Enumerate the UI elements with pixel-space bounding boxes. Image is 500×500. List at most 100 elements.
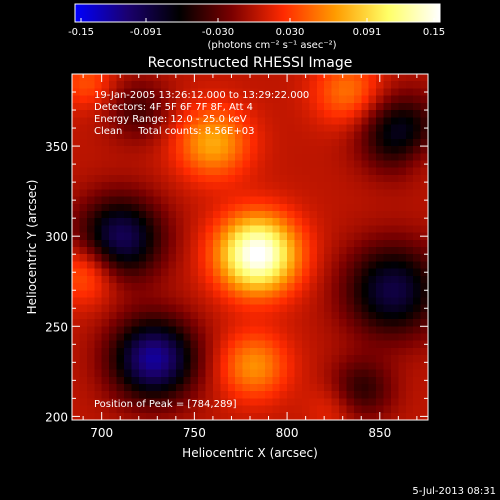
heatmap-cell <box>346 398 355 406</box>
heatmap-cell <box>183 304 192 313</box>
heatmap-cell <box>324 182 332 190</box>
heatmap-cell <box>324 355 332 363</box>
heatmap-cell <box>250 117 258 125</box>
heatmap-cell <box>205 347 214 356</box>
heatmap-cell <box>316 254 325 262</box>
heatmap-cell <box>116 304 125 313</box>
heatmap-cell <box>316 319 325 327</box>
heatmap-cell <box>138 74 147 82</box>
heatmap-cell <box>250 311 258 320</box>
heatmap-cell <box>235 340 243 349</box>
heatmap-cell <box>94 297 103 306</box>
heatmap-cell <box>101 340 110 349</box>
heatmap-cell <box>242 81 251 89</box>
heatmap-cell <box>279 333 288 342</box>
heatmap-cell <box>123 74 132 82</box>
heatmap-cell <box>405 376 414 385</box>
heatmap-cell <box>242 362 251 370</box>
heatmap-cell <box>116 355 125 363</box>
heatmap-cell <box>183 102 192 111</box>
heatmap-cell <box>116 232 125 241</box>
heatmap-cell <box>250 110 258 118</box>
heatmap-cell <box>287 376 295 385</box>
heatmap-cell <box>376 110 384 118</box>
heatmap-cell <box>309 160 318 169</box>
heatmap-cell <box>227 268 236 277</box>
heatmap-cell <box>390 131 399 140</box>
heatmap-cell <box>205 247 214 255</box>
heatmap-cell <box>123 210 132 219</box>
heatmap-cell <box>316 167 325 176</box>
heatmap-cell <box>183 117 192 125</box>
heatmap-cell <box>368 304 377 313</box>
heatmap-cell <box>346 383 355 392</box>
heatmap-cell <box>205 117 214 125</box>
heatmap-cell <box>420 239 428 248</box>
heatmap-cell <box>264 247 273 255</box>
heatmap-cell <box>250 189 258 197</box>
heatmap-cell <box>123 153 132 161</box>
heatmap-cell <box>190 290 199 298</box>
heatmap-cell <box>153 369 162 378</box>
heatmap-cell <box>353 261 362 269</box>
heatmap-cell <box>331 153 340 161</box>
heatmap-cell <box>153 167 162 176</box>
heatmap-cell <box>79 319 88 327</box>
heatmap-cell <box>405 261 414 269</box>
heatmap-cell <box>242 196 251 205</box>
heatmap-cell <box>361 391 370 399</box>
heatmap-cell <box>101 268 110 277</box>
heatmap-cell <box>250 326 258 334</box>
heatmap-cell <box>353 239 362 248</box>
heatmap-cell <box>264 347 273 356</box>
heatmap-cell <box>220 74 229 82</box>
heatmap-cell <box>383 81 392 89</box>
heatmap-cell <box>279 369 288 378</box>
heatmap-cell <box>257 232 266 241</box>
heatmap-cell <box>324 412 332 420</box>
heatmap-cell <box>361 146 370 154</box>
heatmap-cell <box>86 254 95 262</box>
heatmap-cell <box>301 160 310 169</box>
heatmap-cell <box>316 146 325 154</box>
heatmap-cell <box>109 376 117 385</box>
heatmap-cell <box>131 110 140 118</box>
heatmap-cell <box>168 232 177 241</box>
heatmap-cell <box>264 297 273 306</box>
heatmap-cell <box>161 261 169 269</box>
heatmap-cell <box>123 247 132 255</box>
heatmap-cell <box>79 196 88 205</box>
heatmap-cell <box>123 376 132 385</box>
heatmap-cell <box>153 210 162 219</box>
heatmap-cell <box>390 247 399 255</box>
heatmap-cell <box>205 405 214 414</box>
heatmap-cell <box>309 138 318 147</box>
x-axis-label: Heliocentric X (arcsec) <box>182 446 318 460</box>
heatmap-cell <box>198 405 206 414</box>
heatmap-cell <box>398 131 407 140</box>
heatmap-cell <box>212 95 221 104</box>
heatmap-cell <box>235 333 243 342</box>
heatmap-cell <box>383 160 392 169</box>
heatmap-cell <box>138 319 147 327</box>
heatmap-cell <box>101 131 110 140</box>
heatmap-cell <box>279 196 288 205</box>
heatmap-cell <box>72 283 80 291</box>
heatmap-cell <box>242 110 251 118</box>
heatmap-cell <box>227 232 236 241</box>
heatmap-cell <box>368 88 377 96</box>
heatmap-cell <box>86 383 95 392</box>
heatmap-cell <box>168 146 177 154</box>
heatmap-cell <box>301 290 310 298</box>
heatmap-cell <box>235 391 243 399</box>
heatmap-cell <box>331 117 340 125</box>
heatmap-cell <box>383 196 392 205</box>
heatmap-cell <box>324 117 332 125</box>
heatmap-cell <box>413 146 421 154</box>
heatmap-cell <box>86 225 95 233</box>
heatmap-cell <box>116 95 125 104</box>
heatmap-cell <box>272 254 281 262</box>
heatmap-cell <box>212 268 221 277</box>
heatmap-cell <box>301 196 310 205</box>
heatmap-cell <box>264 189 273 197</box>
